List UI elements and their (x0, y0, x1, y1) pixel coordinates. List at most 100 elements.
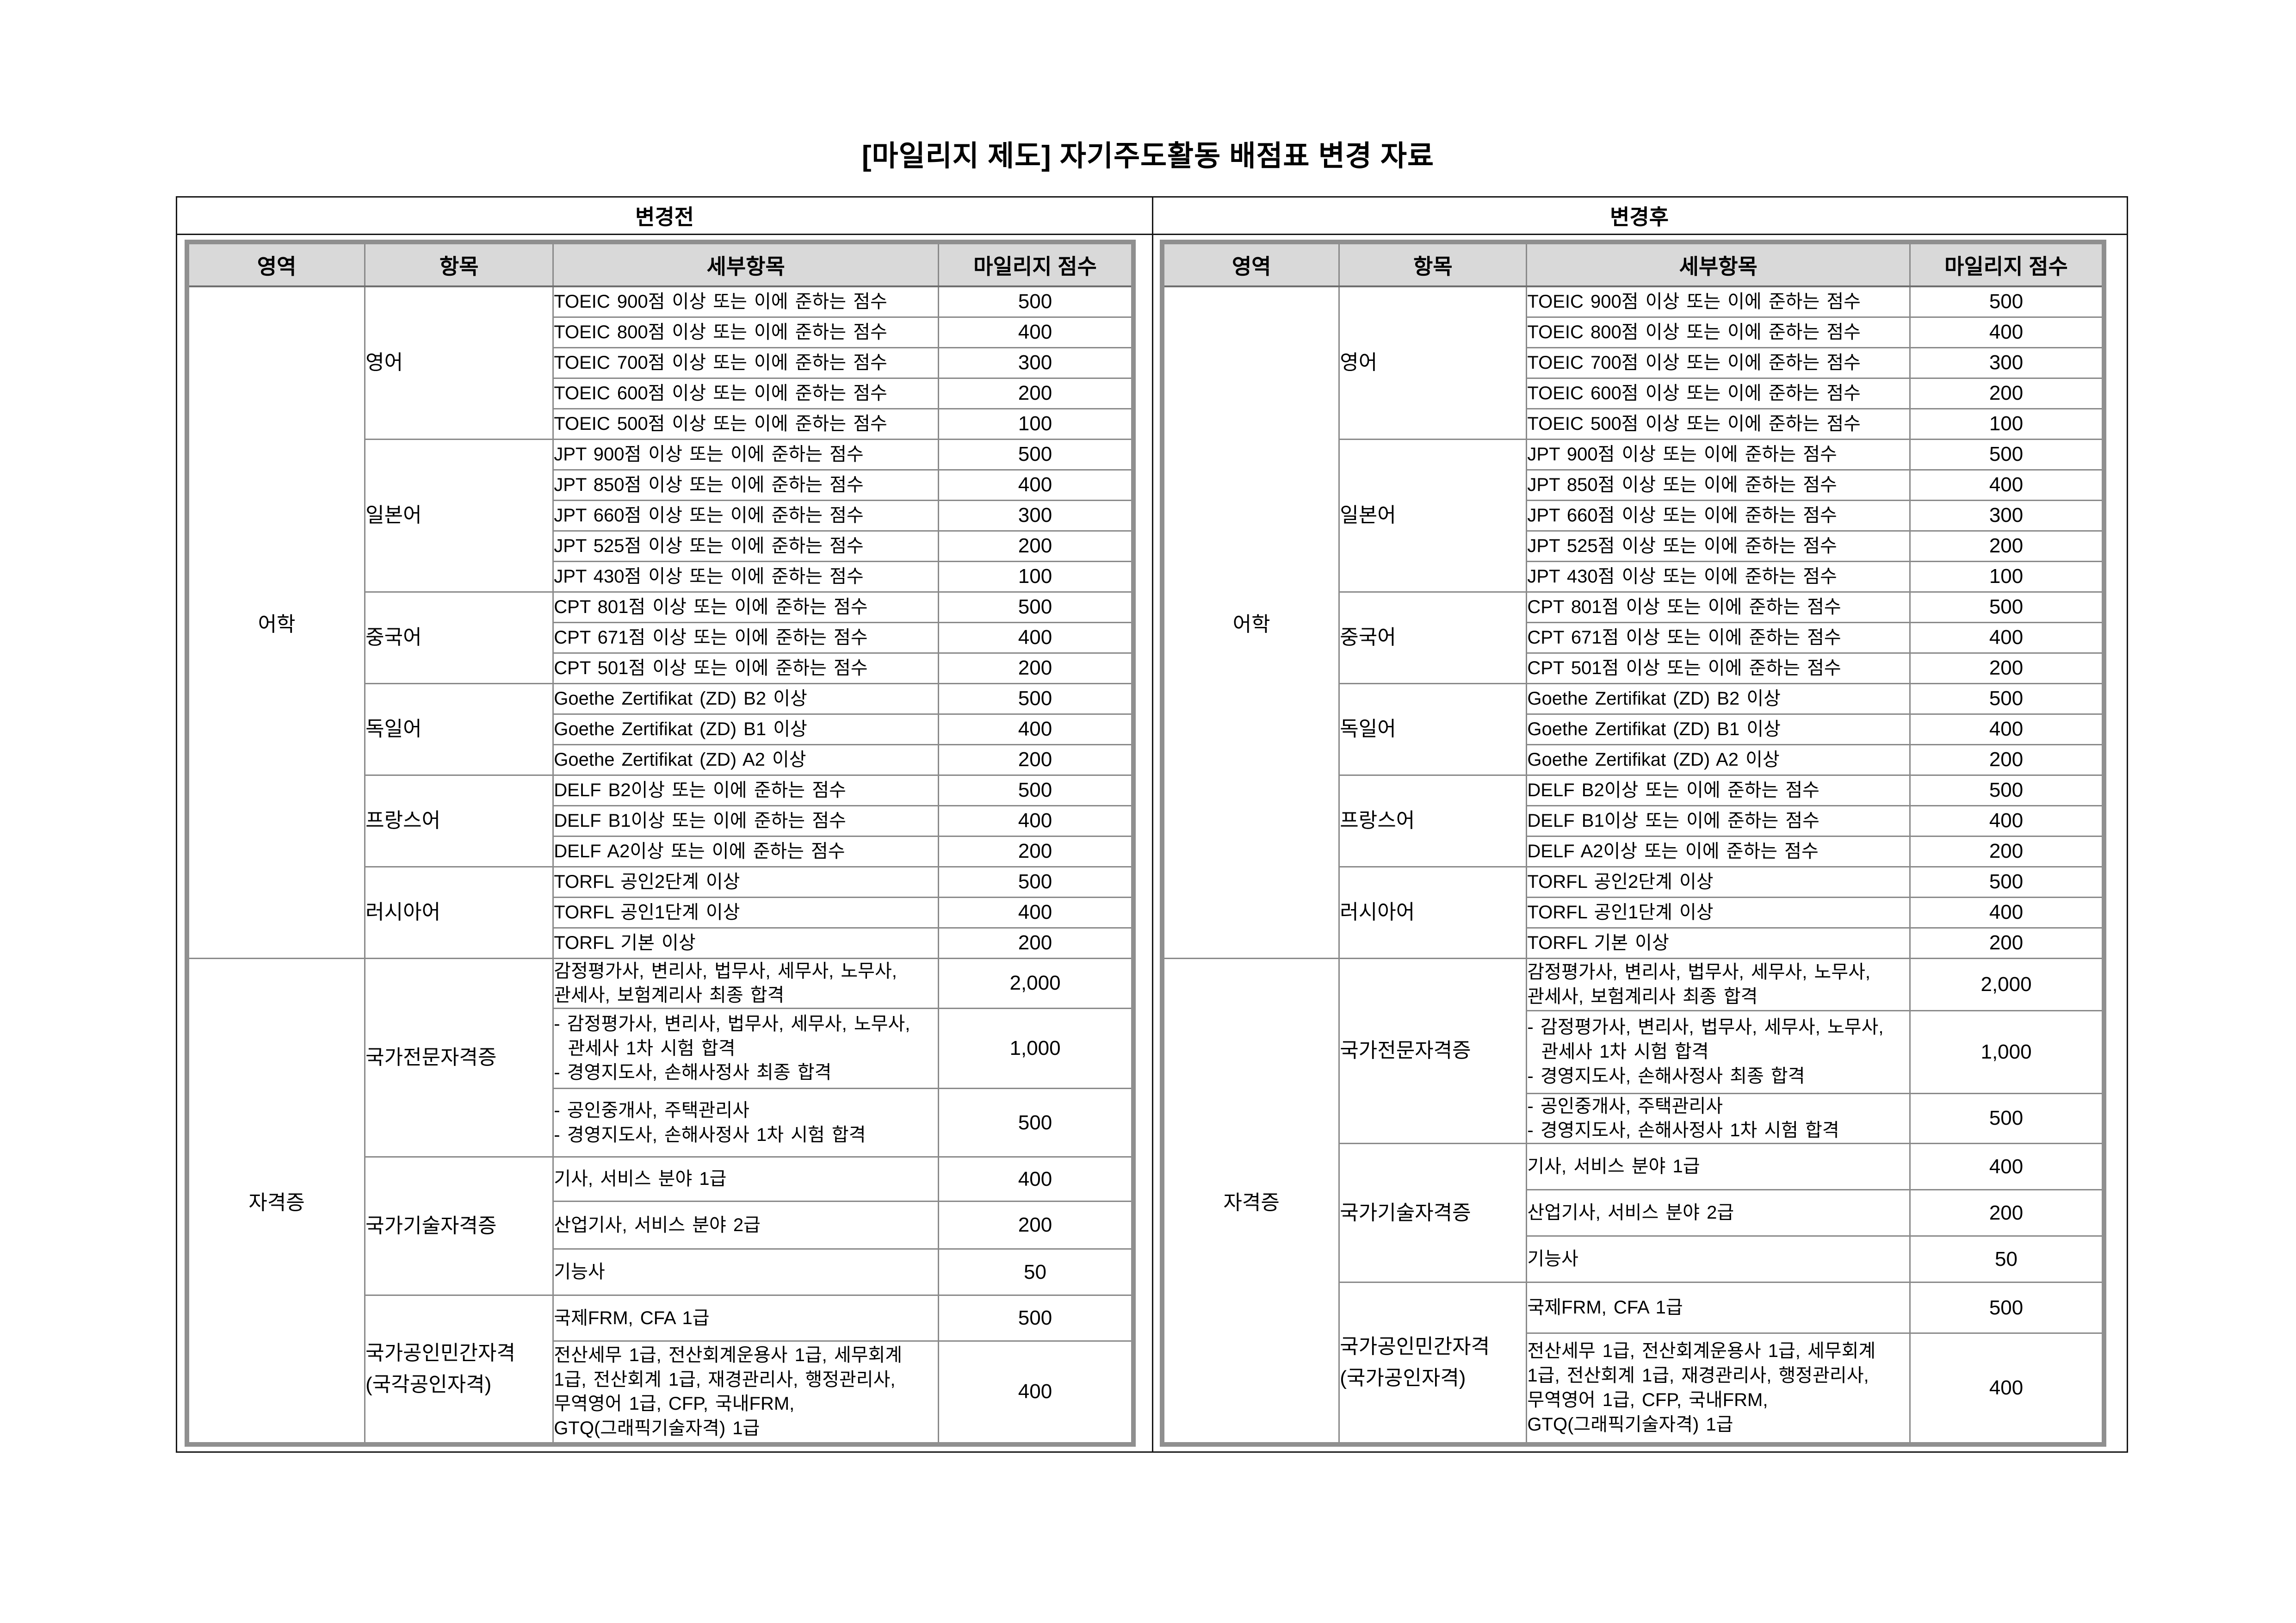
score-cell: 500 (938, 866, 1134, 898)
header-row: 영역 항목 세부항목 마일리지 점수 (186, 241, 1134, 287)
column-header: 마일리지 점수 (1909, 241, 2105, 287)
table-row: TOEIC 600점 이상 또는 이에 준하는 점수 200 (187, 377, 1134, 409)
panel-divider (1152, 198, 1153, 1451)
score-cell: 500 (1909, 1282, 2105, 1334)
score-cell: 400 (1909, 1332, 2105, 1445)
score-cell: 300 (938, 347, 1134, 379)
detail-cell: Goethe Zertifikat (ZD) A2 이상 (552, 743, 939, 776)
detail-cell: TORFL 공인1단계 이상 (552, 896, 939, 929)
score-cell: 500 (938, 774, 1134, 806)
table-row: JPT 660점 이상 또는 이에 준하는 점수 300 (1162, 499, 2105, 532)
score-cell: 500 (938, 1088, 1134, 1158)
column-header: 세부항목 (1526, 241, 1911, 287)
table-row: 기능사 50 (187, 1248, 1134, 1296)
score-cell: 200 (938, 377, 1134, 409)
column-header: 영역 (186, 241, 366, 287)
detail-cell: CPT 671점 이상 또는 이에 준하는 점수 (1526, 621, 1911, 654)
detail-cell: 감정평가사, 변리사, 법무사, 세무사, 노무사, 관세사, 보험계리사 최종… (552, 957, 939, 1010)
item-cell: 러시아어 (364, 866, 554, 959)
score-cell: 500 (938, 438, 1134, 471)
item-cell: 국가전문자격증 (1338, 957, 1528, 1145)
table-row: 전산세무 1급, 전산회계운용사 1급, 세무회계 1급, 전산회계 1급, 재… (1162, 1332, 2105, 1445)
detail-cell: - 감정평가사, 변리사, 법무사, 세무사, 노무사, 관세사 1차 시험 합… (1526, 1010, 1911, 1094)
panel-label-after: 변경후 (1610, 205, 1669, 229)
detail-cell: TOEIC 500점 이상 또는 이에 준하는 점수 (552, 408, 939, 440)
item-cell: 일본어 (1338, 438, 1528, 593)
score-cell: 400 (938, 621, 1134, 654)
score-cell: 500 (1909, 682, 2105, 715)
column-header: 영역 (1161, 241, 1340, 287)
detail-cell: TOEIC 900점 이상 또는 이에 준하는 점수 (552, 285, 939, 318)
score-cell: 400 (1909, 1143, 2105, 1191)
table-row: 어학 영어 TOEIC 900점 이상 또는 이에 준하는 점수 500 (1161, 285, 2105, 959)
detail-cell: JPT 850점 이상 또는 이에 준하는 점수 (1526, 469, 1911, 501)
detail-cell: JPT 660점 이상 또는 이에 준하는 점수 (552, 499, 939, 532)
table-row: - 감정평가사, 변리사, 법무사, 세무사, 노무사, 관세사 1차 시험 합… (1162, 1010, 2105, 1094)
table-row: - 감정평가사, 변리사, 법무사, 세무사, 노무사, 관세사 1차 시험 합… (187, 1008, 1134, 1090)
item-cell: 러시아어 (1338, 866, 1528, 959)
table-row: CPT 501점 이상 또는 이에 준하는 점수 200 (187, 652, 1134, 684)
detail-cell: - 공인중개사, 주택관리사 - 경영지도사, 손해사정사 1차 시험 합격 (552, 1088, 939, 1158)
table-row: Goethe Zertifikat (ZD) B1 이상 400 (1162, 713, 2105, 745)
column-header: 세부항목 (552, 241, 939, 287)
score-cell: 200 (938, 1201, 1134, 1250)
detail-cell: JPT 430점 이상 또는 이에 준하는 점수 (1526, 560, 1911, 593)
table-row: 국가공인민간자격 (국가공인자격) 국제FRM, CFA 1급 500 (1162, 1282, 2105, 1445)
comparison-box: 변경전 변경후 영역 항목 세부항목 마일리지 점수 어학 영어 TOEIC 900점 이상… (176, 196, 2128, 1453)
score-cell: 200 (1909, 835, 2105, 867)
detail-cell: 전산세무 1급, 전산회계운용사 1급, 세무회계 1급, 전산회계 1급, 재… (1526, 1332, 1911, 1445)
detail-cell: DELF B1이상 또는 이에 준하는 점수 (552, 805, 939, 837)
score-cell: 300 (1909, 347, 2105, 379)
score-cell: 400 (938, 1340, 1134, 1445)
item-cell: 프랑스어 (1338, 774, 1528, 867)
table-row: Goethe Zertifikat (ZD) B1 이상 400 (187, 713, 1134, 745)
detail-cell: - 공인중개사, 주택관리사 - 경영지도사, 손해사정사 1차 시험 합격 (1526, 1092, 1911, 1145)
score-cell: 200 (1909, 927, 2105, 959)
score-cell: 500 (1909, 1092, 2105, 1145)
detail-cell: CPT 501점 이상 또는 이에 준하는 점수 (1526, 652, 1911, 684)
score-cell: 200 (938, 530, 1134, 562)
table-row: CPT 501점 이상 또는 이에 준하는 점수 200 (1162, 652, 2105, 684)
item-cell: 중국어 (1338, 591, 1528, 684)
score-cell: 400 (1909, 621, 2105, 654)
item-cell: 영어 (1338, 285, 1528, 440)
score-cell: 2,000 (1909, 957, 2105, 1011)
item-cell: 프랑스어 (364, 774, 554, 867)
score-cell: 200 (938, 652, 1134, 684)
score-cell: 400 (938, 1156, 1134, 1202)
item-cell: 일본어 (364, 438, 554, 593)
detail-cell: 기사, 서비스 분야 1급 (552, 1156, 939, 1202)
detail-cell: TORFL 공인2단계 이상 (552, 866, 939, 898)
table-row: 국가기술자격증 기사, 서비스 분야 1급 400 (187, 1156, 1134, 1296)
table-row: 중국어 CPT 801점 이상 또는 이에 준하는 점수 500 (1162, 591, 2105, 684)
detail-cell: 기능사 (552, 1248, 939, 1296)
table-row: CPT 671점 이상 또는 이에 준하는 점수 400 (1162, 621, 2105, 654)
score-cell: 1,000 (938, 1008, 1134, 1090)
detail-cell: TOEIC 500점 이상 또는 이에 준하는 점수 (1526, 408, 1911, 440)
score-cell: 50 (1909, 1235, 2105, 1283)
table-row: 산업기사, 서비스 분야 2급 200 (1162, 1189, 2105, 1237)
table-row: 자격증 국가전문자격증 감정평가사, 변리사, 법무사, 세무사, 노무사, 관세사… (1161, 957, 2105, 1445)
table-row: 러시아어 TORFL 공인2단계 이상 500 (1162, 866, 2105, 959)
score-cell: 200 (1909, 1189, 2105, 1237)
detail-cell: TORFL 공인2단계 이상 (1526, 866, 1911, 898)
score-cell: 2,000 (938, 957, 1134, 1010)
table-row: TORFL 공인1단계 이상 400 (187, 896, 1134, 929)
score-cell: 400 (1909, 713, 2105, 745)
score-cell: 100 (938, 560, 1134, 593)
detail-cell: TOEIC 600점 이상 또는 이에 준하는 점수 (1526, 377, 1911, 409)
table-row: JPT 525점 이상 또는 이에 준하는 점수 200 (187, 530, 1134, 562)
area-cell: 자격증 (186, 957, 366, 1445)
table-row: Goethe Zertifikat (ZD) A2 이상 200 (187, 743, 1134, 776)
table-row: DELF B1이상 또는 이에 준하는 점수 400 (1162, 805, 2105, 837)
detail-cell: 전산세무 1급, 전산회계운용사 1급, 세무회계 1급, 전산회계 1급, 재… (552, 1340, 939, 1445)
detail-cell: DELF B2이상 또는 이에 준하는 점수 (1526, 774, 1911, 806)
detail-cell: TOEIC 800점 이상 또는 이에 준하는 점수 (552, 316, 939, 348)
table-row: 일본어 JPT 900점 이상 또는 이에 준하는 점수 500 (187, 438, 1134, 593)
detail-cell: JPT 525점 이상 또는 이에 준하는 점수 (1526, 530, 1911, 562)
detail-cell: JPT 900점 이상 또는 이에 준하는 점수 (1526, 438, 1911, 471)
detail-cell: 산업기사, 서비스 분야 2급 (1526, 1189, 1911, 1237)
item-cell: 국가기술자격증 (1338, 1143, 1528, 1283)
detail-cell: JPT 660점 이상 또는 이에 준하는 점수 (1526, 499, 1911, 532)
item-cell: 독일어 (364, 682, 554, 776)
